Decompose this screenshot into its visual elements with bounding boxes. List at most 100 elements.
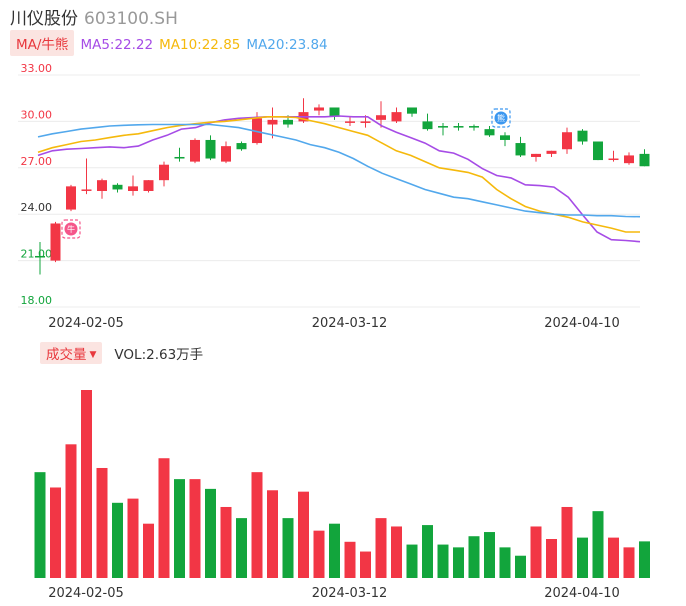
candle (593, 141, 603, 161)
candle-body (236, 143, 247, 150)
volume-bar (65, 444, 77, 578)
candle-body (639, 153, 650, 167)
stock-header: 川仪股份 603100.SH (10, 4, 178, 29)
volume-bar (127, 498, 139, 578)
candle-body (50, 223, 61, 261)
candle (438, 122, 448, 136)
volume-bar (143, 523, 154, 578)
volume-bar (577, 537, 588, 578)
candle (562, 127, 572, 154)
candle-body (97, 180, 107, 191)
candle (515, 136, 526, 157)
candle (469, 124, 479, 131)
volume-bar (313, 530, 325, 578)
candle (329, 107, 340, 120)
x-tick-label: 2024-04-10 (544, 316, 620, 331)
volume-bars (34, 390, 650, 578)
ma20-legend: MA20:23.84 (246, 37, 328, 53)
volume-bar (530, 526, 542, 578)
volume-bar (158, 458, 170, 578)
volume-button-label: 成交量 (46, 347, 87, 363)
volume-bar (623, 547, 635, 578)
candle-body (174, 156, 185, 159)
volume-bar (422, 525, 433, 578)
candle-body (484, 129, 495, 136)
volume-bar (189, 479, 201, 578)
candle (608, 150, 619, 162)
bear-marker-label: 熊 (497, 113, 505, 123)
stock-name: 川仪股份 (10, 9, 78, 29)
volume-bar (608, 537, 619, 578)
candle-body (453, 126, 464, 128)
candle (546, 150, 557, 157)
bull-marker-frame (61, 219, 81, 239)
candle-body (205, 139, 216, 159)
volume-bar (267, 490, 278, 578)
volume-bar (406, 544, 418, 578)
candle (376, 101, 386, 128)
volume-bar (639, 541, 650, 578)
candle (221, 141, 231, 164)
volume-bar (546, 539, 557, 578)
candle-body (345, 121, 355, 123)
candle-body (515, 143, 526, 156)
candle (314, 104, 324, 116)
volume-bar (484, 532, 495, 578)
bull-bear-markers: 牛熊 (61, 108, 511, 239)
candle (577, 129, 588, 145)
candle-body (407, 107, 417, 114)
volume-x-tick-label: 2024-03-12 (312, 586, 388, 601)
volume-bar (220, 506, 232, 578)
candle-body (190, 139, 200, 162)
candle-body (159, 164, 169, 181)
candle-body (128, 186, 138, 191)
bull-marker-badge (64, 222, 78, 236)
volume-bar (34, 472, 46, 578)
volume-indicator-button[interactable]: 成交量 ▼ (40, 342, 103, 364)
candle (267, 107, 278, 139)
bull-marker-label: 牛 (67, 224, 75, 234)
x-tick-label: 2024-03-12 (312, 316, 388, 331)
candle-body (143, 180, 154, 191)
volume-x-tick-label: 2024-02-05 (48, 586, 124, 601)
volume-bar (515, 555, 526, 578)
candle-body (329, 107, 340, 117)
volume-bar (236, 518, 247, 578)
bear-marker: 熊 (491, 108, 511, 128)
volume-bar (282, 518, 294, 578)
candle (35, 242, 45, 275)
price-grid (18, 74, 640, 308)
candle-body (422, 121, 433, 130)
ma-indicator-button[interactable]: MA/牛熊 (10, 30, 75, 56)
candle-body (546, 150, 557, 154)
y-tick-label: 24.00 (21, 201, 53, 214)
candle (422, 113, 433, 131)
volume-bar (96, 467, 108, 578)
candle-body (360, 121, 371, 123)
volume-bar (499, 547, 511, 578)
candle-body (35, 255, 45, 258)
ma5-line (37, 115, 641, 243)
candle (639, 149, 650, 167)
volume-bar (174, 479, 185, 578)
ma10-line (37, 116, 640, 233)
candle (453, 122, 464, 131)
candle (407, 107, 417, 117)
candle (205, 135, 216, 161)
candle-body (112, 184, 123, 190)
candle (128, 175, 138, 196)
volume-bar (592, 511, 604, 578)
volume-bar (251, 472, 263, 578)
candle (97, 178, 107, 199)
date-axis-volume: 2024-02-05 2024-03-12 2024-04-10 (48, 586, 620, 601)
y-tick-label: 30.00 (21, 108, 53, 121)
candle-body (438, 126, 448, 128)
candle-body (376, 115, 386, 120)
bear-marker-frame (491, 108, 511, 128)
candle-body (221, 146, 231, 162)
ma-lines (37, 115, 641, 243)
volume-bar (468, 536, 480, 578)
date-axis-price: 2024-02-05 2024-03-12 2024-04-10 (48, 316, 620, 331)
volume-bar (298, 491, 309, 578)
